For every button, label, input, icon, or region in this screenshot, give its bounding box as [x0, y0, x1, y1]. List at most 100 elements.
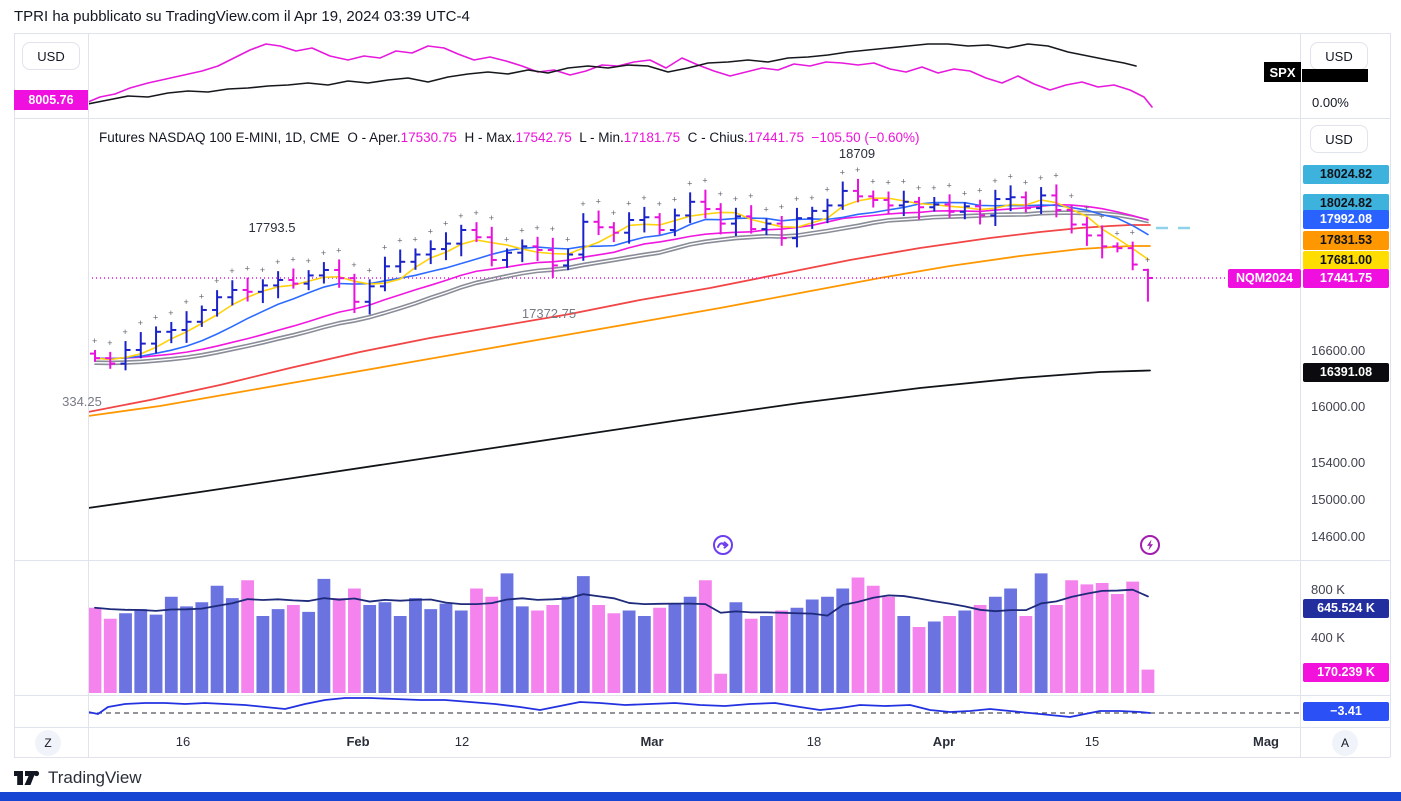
legend-title: Futures NASDAQ 100 E-MINI, 1D, CME — [99, 130, 340, 145]
price-scale-tick: 400 K — [1311, 630, 1345, 645]
card-border-left — [14, 33, 15, 757]
svg-text:+: + — [153, 312, 158, 322]
svg-text:+: + — [580, 199, 585, 209]
time-axis-tick: Mar — [640, 734, 664, 749]
price-scale-tag: 18024.82 — [1303, 164, 1389, 184]
svg-text:+: + — [351, 260, 356, 270]
price-annotation: 334.25 — [62, 394, 102, 409]
legend-low-value: 17181.75 — [623, 130, 681, 145]
price-scale-tick: 15400.00 — [1311, 455, 1366, 470]
svg-text:+: + — [184, 297, 189, 307]
svg-text:+: + — [809, 193, 814, 203]
legend-open-label: O - Aper. — [347, 130, 401, 145]
svg-text:+: + — [123, 327, 128, 337]
price-scale-tag: 18024.82 — [1303, 193, 1389, 213]
pane-divider-compare — [14, 118, 1390, 119]
byline: TPRI ha pubblicato su TradingView.com il… — [14, 8, 470, 25]
svg-text:+: + — [916, 183, 921, 193]
legend-close-label: C - Chius. — [687, 130, 748, 145]
svg-text:+: + — [672, 195, 677, 205]
auto-scale-button[interactable]: A — [1332, 730, 1358, 756]
svg-text:+: + — [702, 176, 707, 186]
price-scale-tick: 16600.00 — [1311, 343, 1366, 358]
compare-percent-change: 0.00% — [1312, 95, 1349, 110]
price-scale-tag: −3.41 — [1303, 701, 1389, 721]
price-annotation: 17793.5 — [248, 220, 296, 235]
price-annotation: 18709 — [838, 146, 876, 161]
spx-price-tag-obscured — [1302, 69, 1368, 82]
svg-text:+: + — [382, 243, 387, 253]
currency-button-top-right[interactable]: USD — [1310, 42, 1368, 70]
card-border-right — [1390, 33, 1391, 757]
svg-text:+: + — [565, 235, 570, 245]
pane-divider-indicator — [14, 695, 1390, 696]
svg-text:+: + — [947, 180, 952, 190]
svg-text:+: + — [306, 256, 311, 266]
legend-high-label: H - Max. — [464, 130, 516, 145]
price-scale-tag: 16391.08 — [1303, 362, 1389, 382]
svg-text:+: + — [412, 234, 417, 244]
svg-text:+: + — [290, 255, 295, 265]
svg-text:+: + — [443, 218, 448, 228]
svg-text:+: + — [550, 224, 555, 234]
tradingview-logo-text: TradingView — [48, 768, 142, 787]
lightning-icon[interactable] — [1138, 533, 1162, 557]
legend-change-value: −105.50 (−0.60%) — [811, 130, 920, 145]
price-scale-tag: 645.524 K — [1303, 598, 1389, 618]
legend-close-value: 17441.75 — [747, 130, 804, 145]
svg-text:+: + — [870, 177, 875, 187]
svg-text:+: + — [535, 223, 540, 233]
svg-text:+: + — [489, 213, 494, 223]
svg-text:+: + — [886, 178, 891, 188]
price-scale-tick: 800 K — [1311, 582, 1345, 597]
svg-text:+: + — [519, 225, 524, 235]
svg-text:+: + — [596, 197, 601, 207]
svg-text:+: + — [321, 248, 326, 258]
currency-button-left[interactable]: USD — [22, 42, 80, 70]
svg-text:+: + — [962, 188, 967, 198]
price-scale-tick: 14600.00 — [1311, 529, 1366, 544]
svg-text:+: + — [428, 226, 433, 236]
timezone-button[interactable]: Z — [35, 730, 61, 756]
svg-text:+: + — [1069, 191, 1074, 201]
svg-text:+: + — [1008, 171, 1013, 181]
svg-text:+: + — [855, 165, 860, 175]
svg-text:+: + — [245, 264, 250, 274]
left-scale-divider — [88, 33, 89, 757]
svg-text:+: + — [107, 338, 112, 348]
price-scale-tick: 16000.00 — [1311, 399, 1366, 414]
svg-text:+: + — [1099, 211, 1104, 221]
card-border-bottom — [14, 757, 1390, 758]
price-scale-tag: 17992.08 — [1303, 209, 1389, 229]
svg-text:+: + — [1038, 173, 1043, 183]
legend-open-value: 17530.75 — [400, 130, 457, 145]
axis-divider — [14, 727, 1390, 728]
svg-text:+: + — [641, 193, 646, 203]
svg-text:+: + — [458, 211, 463, 221]
svg-text:+: + — [794, 194, 799, 204]
price-scale-tag: 17681.00 — [1303, 250, 1389, 270]
svg-text:+: + — [840, 168, 845, 178]
svg-text:+: + — [1053, 170, 1058, 180]
svg-text:+: + — [229, 266, 234, 276]
currency-button-main[interactable]: USD — [1310, 125, 1368, 153]
pane-divider-volume — [14, 560, 1390, 561]
svg-text:+: + — [687, 178, 692, 188]
time-axis-tick: 18 — [806, 734, 822, 749]
svg-text:+: + — [779, 202, 784, 212]
tradingview-logo[interactable]: TradingView — [14, 767, 142, 789]
svg-text:+: + — [1145, 255, 1150, 265]
symbol-price-line-tag: NQM2024 — [1228, 269, 1301, 288]
time-axis-tick: Apr — [932, 734, 956, 749]
svg-text:+: + — [1114, 228, 1119, 238]
svg-text:+: + — [718, 189, 723, 199]
svg-text:+: + — [214, 276, 219, 286]
svg-text:+: + — [92, 336, 97, 346]
svg-text:+: + — [1084, 203, 1089, 213]
contract-rollover-icon[interactable] — [711, 533, 735, 557]
svg-text:+: + — [611, 208, 616, 218]
svg-text:+: + — [504, 234, 509, 244]
legend-high-value: 17542.75 — [515, 130, 572, 145]
